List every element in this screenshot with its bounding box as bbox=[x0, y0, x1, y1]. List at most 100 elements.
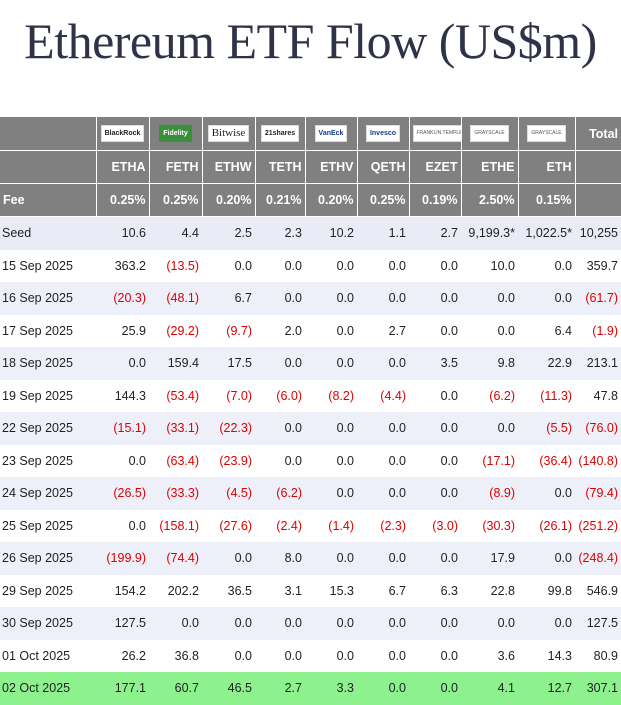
total-fee-cell bbox=[575, 183, 621, 217]
table-row: 29 Sep 2025 154.2 202.2 36.5 3.1 15.3 6.7 6.3 22… bbox=[0, 575, 621, 608]
flow-cell: 0.0 bbox=[336, 258, 354, 273]
row-date: 17 Sep 2025 bbox=[2, 323, 73, 338]
total-cell: 10,255 bbox=[575, 216, 621, 250]
table-row: 01 Oct 2025 26.2 36.8 0.0 0.0 0.0 0.0 0.0 3.6 14.… bbox=[0, 640, 621, 673]
flow-cell: 10.0 bbox=[490, 258, 515, 273]
table-row: 15 Sep 2025 363.2 (13.5) 0.0 0.0 0.0 0.0 0.0 10.… bbox=[0, 250, 621, 283]
flow-cell: 0.0 bbox=[284, 453, 302, 468]
corner-cell bbox=[0, 150, 97, 184]
flow-cell: 3.5 bbox=[409, 347, 461, 380]
flow-cell: (53.4) bbox=[166, 388, 199, 403]
flow-cell: 0.0 bbox=[409, 282, 461, 315]
flow-cell: 2.0 bbox=[284, 323, 302, 338]
flow-cell: (5.5) bbox=[518, 412, 575, 445]
flow-cell: 1.1 bbox=[357, 216, 409, 250]
total-cell: (248.4) bbox=[575, 542, 621, 575]
blackrock-logo: BlackRock bbox=[100, 125, 145, 142]
row-date: 02 Oct 2025 bbox=[0, 672, 96, 705]
franklin-templeton-logo: FRANKLIN TEMPLETON bbox=[412, 125, 460, 142]
table-row: 22 Sep 2025 (15.1) (33.1) (22.3) 0.0 0.0 0.0 0.… bbox=[0, 412, 621, 445]
row-date: 01 Oct 2025 bbox=[2, 648, 71, 663]
flow-cell: (22.3) bbox=[202, 412, 255, 445]
total-cell: 359.7 bbox=[586, 258, 618, 273]
flow-cell: 0.0 bbox=[388, 648, 406, 663]
flow-cell: 6.7 bbox=[388, 583, 406, 598]
flow-cell: (3.0) bbox=[432, 518, 458, 533]
flow-cell: (17.1) bbox=[482, 453, 515, 468]
fund-logo-cell: FRANKLIN TEMPLETON bbox=[409, 117, 462, 151]
row-date: 15 Sep 2025 bbox=[2, 258, 73, 273]
flow-cell: 0.0 bbox=[305, 607, 357, 640]
row-date: 29 Sep 2025 bbox=[2, 583, 73, 598]
flow-cell: 0.0 bbox=[336, 323, 354, 338]
flow-cell: 0.0 bbox=[461, 607, 518, 640]
total-cell: 80.9 bbox=[593, 648, 618, 663]
table-row: 25 Sep 2025 0.0 (158.1) (27.6) (2.4) (1.4) (2.… bbox=[0, 510, 621, 543]
flow-cell: (2.4) bbox=[276, 518, 302, 533]
fee-value: 0.25% bbox=[357, 183, 410, 217]
row-date: 24 Sep 2025 bbox=[0, 477, 96, 510]
flow-cell: 0.0 bbox=[284, 648, 302, 663]
flow-cell: 0.0 bbox=[336, 453, 354, 468]
flow-cell: 2.7 bbox=[388, 323, 406, 338]
total-cell: 47.8 bbox=[593, 388, 618, 403]
flow-cell: 14.3 bbox=[547, 648, 572, 663]
total-ticker-cell bbox=[575, 150, 621, 184]
fund-logo-cell: 21shares bbox=[255, 117, 306, 151]
grayscale-logo: GRAYSCALE bbox=[470, 125, 509, 142]
flow-cell: 0.0 bbox=[305, 412, 357, 445]
flow-cell: 0.0 bbox=[554, 258, 572, 273]
row-date: 22 Sep 2025 bbox=[0, 412, 96, 445]
fee-value: 0.15% bbox=[518, 183, 576, 217]
flow-cell: (199.9) bbox=[96, 542, 149, 575]
flow-cell: (2.3) bbox=[380, 518, 406, 533]
flow-cell: (6.0) bbox=[276, 388, 302, 403]
flow-cell: 0.0 bbox=[440, 323, 458, 338]
fee-value: 2.50% bbox=[461, 183, 519, 217]
flow-cell: 177.1 bbox=[96, 672, 149, 705]
flow-cell: 10.6 bbox=[96, 216, 149, 250]
flow-cell: 0.0 bbox=[357, 412, 409, 445]
flow-cell: 2.5 bbox=[202, 216, 255, 250]
flow-cell: 0.0 bbox=[305, 542, 357, 575]
flow-cell: 0.0 bbox=[461, 282, 518, 315]
flow-cell: 3.1 bbox=[284, 583, 302, 598]
total-column-header: Total bbox=[575, 117, 621, 151]
flow-cell: 159.4 bbox=[149, 347, 202, 380]
ticker-header-row: ETHA FETH ETHW TETH ETHV QETH EZET ETHE … bbox=[0, 150, 621, 184]
flow-cell: 2.3 bbox=[255, 216, 305, 250]
flow-cell: 0.0 bbox=[440, 648, 458, 663]
flow-cell: 0.0 bbox=[336, 648, 354, 663]
flow-cell: (23.9) bbox=[219, 453, 252, 468]
total-cell: 546.9 bbox=[586, 583, 618, 598]
row-date: 16 Sep 2025 bbox=[0, 282, 96, 315]
flow-cell: 0.0 bbox=[357, 282, 409, 315]
flow-cell: (74.4) bbox=[149, 542, 202, 575]
vaneck-logo: VanEck bbox=[314, 125, 348, 142]
corner-cell bbox=[0, 117, 97, 151]
flow-cell: (26.5) bbox=[96, 477, 149, 510]
flow-cell: 202.2 bbox=[167, 583, 199, 598]
ticker-header: QETH bbox=[357, 150, 410, 184]
flow-cell: 0.0 bbox=[518, 607, 575, 640]
flow-cell: (20.3) bbox=[96, 282, 149, 315]
flow-cell: 0.0 bbox=[409, 477, 461, 510]
flow-cell: 6.4 bbox=[554, 323, 572, 338]
flow-cell: 0.0 bbox=[440, 258, 458, 273]
flow-cell: 22.8 bbox=[490, 583, 515, 598]
ticker-header: ETHA bbox=[96, 150, 150, 184]
table-row: 02 Oct 2025 177.1 60.7 46.5 2.7 3.3 0.0 0.0 4.1 1… bbox=[0, 672, 621, 705]
flow-cell: (48.1) bbox=[149, 282, 202, 315]
table-row: 26 Sep 2025 (199.9) (74.4) 0.0 8.0 0.0 0.0 0.0 1… bbox=[0, 542, 621, 575]
flow-cell: (29.2) bbox=[166, 323, 199, 338]
flow-cell: 3.3 bbox=[305, 672, 357, 705]
flow-cell: 17.5 bbox=[202, 347, 255, 380]
flow-cell: (27.6) bbox=[219, 518, 252, 533]
flow-cell: 25.9 bbox=[121, 323, 146, 338]
etf-flow-table: BlackRock Fidelity Bitwise 21shares VanE… bbox=[0, 117, 621, 705]
flow-cell: 15.3 bbox=[329, 583, 354, 598]
flow-cell: 0.0 bbox=[255, 412, 305, 445]
flow-cell: 0.0 bbox=[409, 412, 461, 445]
flow-cell: (8.2) bbox=[328, 388, 354, 403]
flow-cell: (4.5) bbox=[202, 477, 255, 510]
